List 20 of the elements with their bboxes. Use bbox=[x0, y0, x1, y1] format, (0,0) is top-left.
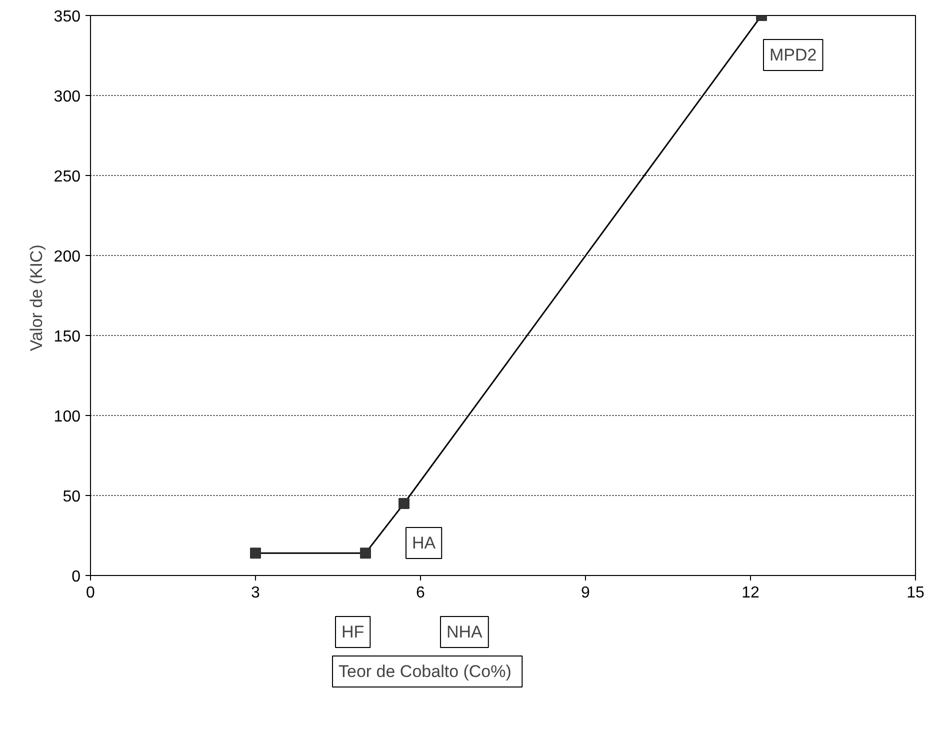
x-axis-title: Teor de Cobalto (Co%) bbox=[338, 662, 512, 681]
x-tick-label: 6 bbox=[416, 584, 426, 602]
y-tick-label: 100 bbox=[54, 408, 81, 426]
text: NHA bbox=[446, 622, 484, 642]
y-tick-label: 50 bbox=[62, 488, 81, 506]
y-tick-label: 350 bbox=[54, 8, 81, 26]
y-tick-label: 200 bbox=[54, 248, 81, 266]
y-tick-label: 250 bbox=[54, 168, 81, 186]
x-tick-label: 15 bbox=[906, 584, 924, 602]
annotation: HA bbox=[412, 534, 436, 552]
x-tick-label: 9 bbox=[581, 584, 590, 602]
y-tick-label: 0 bbox=[72, 568, 81, 586]
x-tick-label: 0 bbox=[86, 584, 96, 602]
x-tick-label: 3 bbox=[251, 584, 260, 602]
annotation: MPD2 bbox=[770, 46, 817, 64]
x-tick-label: 12 bbox=[742, 584, 760, 602]
y-tick-label: 150 bbox=[54, 328, 81, 346]
y-tick-label: 300 bbox=[54, 88, 81, 106]
y-axis-title: Valor de (KIC) bbox=[26, 244, 46, 352]
text: HF bbox=[342, 622, 364, 642]
